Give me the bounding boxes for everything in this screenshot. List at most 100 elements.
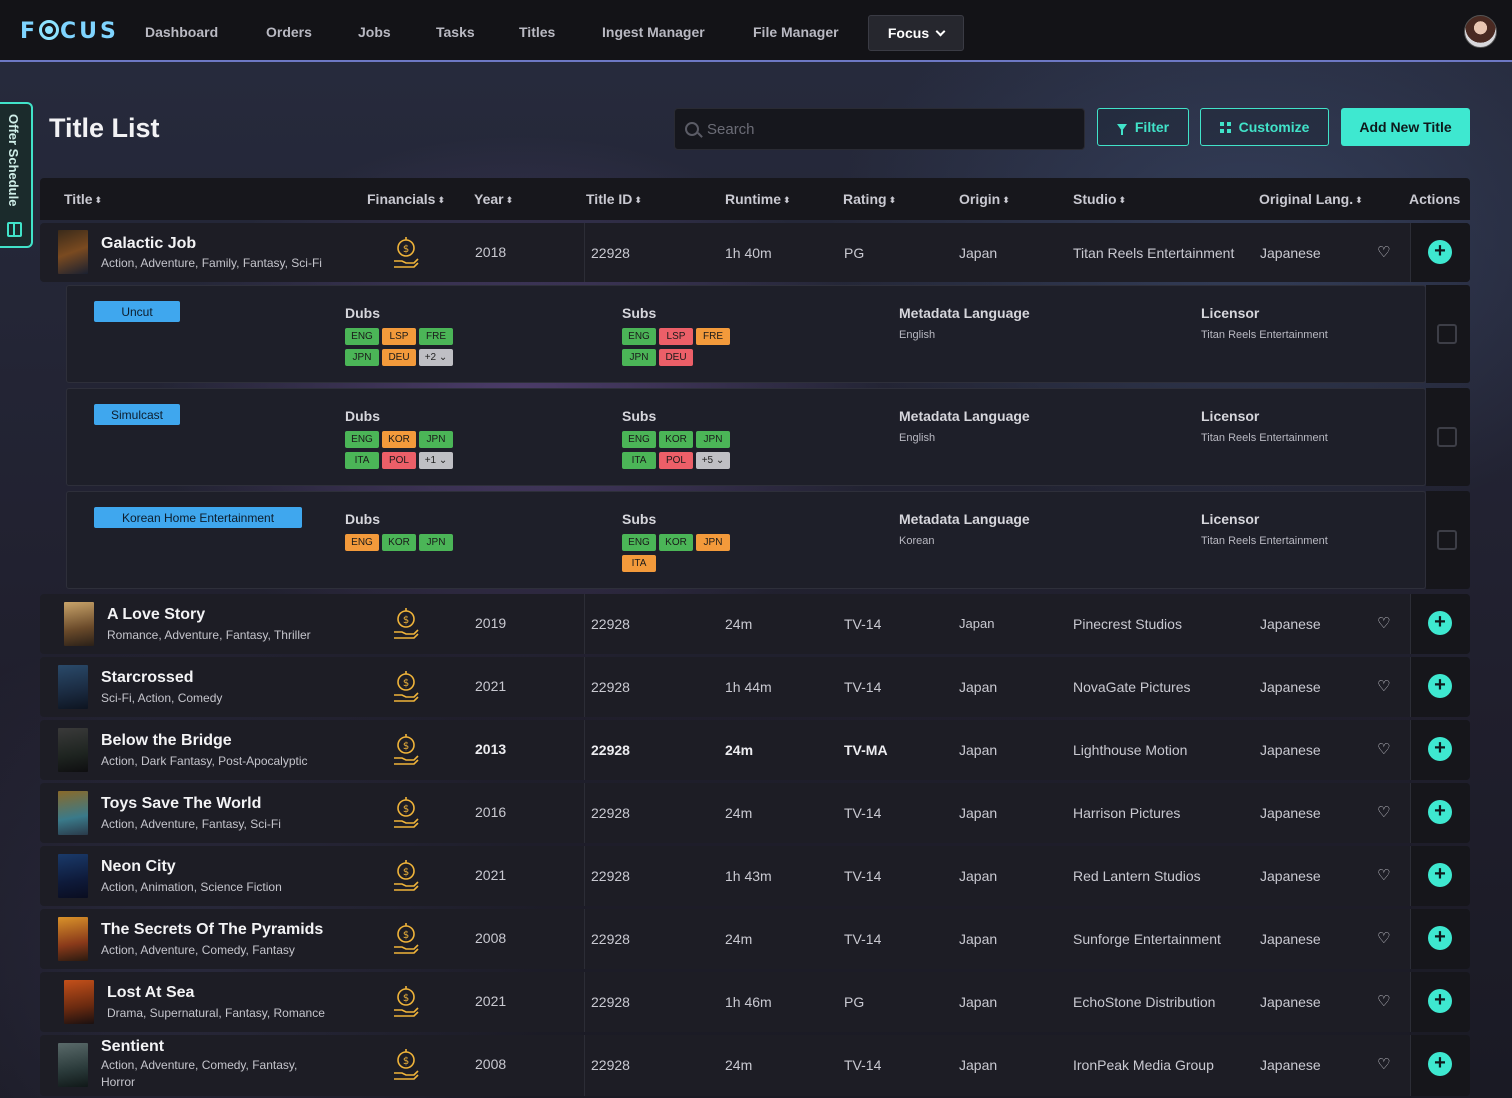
add-icon[interactable]: + (1428, 926, 1452, 950)
add-new-title-button[interactable]: Add New Title (1341, 108, 1470, 146)
offer-badge[interactable]: Korean Home Entertainment (94, 507, 302, 528)
financials-icon[interactable]: $ (392, 797, 420, 829)
add-icon[interactable]: + (1428, 240, 1452, 264)
financials-icon[interactable]: $ (392, 1049, 420, 1081)
lang-chip[interactable]: +1 ⌄ (419, 452, 453, 469)
row-title[interactable]: Galactic Job (101, 235, 197, 252)
nav-ingest-manager[interactable]: Ingest Manager (602, 24, 705, 40)
lang-chip: ENG (345, 431, 379, 448)
user-avatar[interactable] (1464, 15, 1497, 48)
table-row-expanded[interactable]: Galactic Job Action, Adventure, Family, … (40, 223, 1470, 282)
lang-chip: ITA (622, 555, 656, 572)
filter-button[interactable]: Filter (1097, 108, 1189, 146)
col-financials[interactable]: Financials ⬍ (367, 191, 446, 207)
nav-jobs[interactable]: Jobs (358, 24, 391, 40)
heart-icon[interactable]: ♡ (1377, 804, 1391, 821)
row-origin: Japan (959, 616, 995, 631)
row-runtime: 1h 44m (725, 679, 772, 695)
lang-chip[interactable]: +2 ⌄ (419, 349, 453, 366)
financials-icon[interactable]: $ (392, 671, 420, 703)
table-row[interactable]: The Secrets Of The Pyramids Action, Adve… (40, 909, 1470, 969)
table-row[interactable]: Sentient Action, Adventure, Comedy, Fant… (40, 1035, 1470, 1096)
offer-badge[interactable]: Uncut (94, 301, 180, 322)
heart-icon[interactable]: ♡ (1377, 244, 1391, 261)
heart-icon[interactable]: ♡ (1377, 993, 1391, 1010)
row-title[interactable]: A Love Story (107, 606, 206, 623)
table-row[interactable]: Starcrossed Sci-Fi, Action, Comedy $ 202… (40, 657, 1470, 717)
heart-icon[interactable]: ♡ (1377, 1056, 1391, 1073)
financials-icon[interactable]: $ (392, 237, 420, 269)
focus-logo[interactable]: F CUS (20, 19, 119, 44)
column-divider (584, 594, 585, 654)
financials-icon[interactable]: $ (392, 734, 420, 766)
add-icon[interactable]: + (1428, 989, 1452, 1013)
heart-icon[interactable]: ♡ (1377, 678, 1391, 695)
table-row[interactable]: Neon City Action, Animation, Science Fic… (40, 846, 1470, 906)
financials-icon[interactable]: $ (392, 923, 420, 955)
col-original-lang[interactable]: Original Lang. ⬍ (1259, 191, 1363, 207)
add-icon[interactable]: + (1428, 1052, 1452, 1076)
financials-icon[interactable]: $ (392, 860, 420, 892)
heart-icon[interactable]: ♡ (1377, 741, 1391, 758)
row-year: 2021 (475, 678, 507, 694)
offer-schedule-tab[interactable]: Offer Schedule (0, 102, 33, 248)
row-title[interactable]: Lost At Sea (107, 984, 195, 1001)
customize-label: Customize (1238, 119, 1310, 135)
row-rating: TV-14 (844, 931, 882, 947)
row-title[interactable]: Neon City (101, 858, 176, 875)
lang-chip: JPN (696, 534, 730, 551)
note-icon[interactable] (1437, 530, 1457, 550)
row-studio: Red Lantern Studios (1073, 868, 1201, 884)
row-title[interactable]: Toys Save The World (101, 795, 262, 812)
add-icon[interactable]: + (1428, 800, 1452, 824)
heart-icon[interactable]: ♡ (1377, 930, 1391, 947)
nav-file-manager[interactable]: File Manager (753, 24, 839, 40)
nav-titles[interactable]: Titles (519, 24, 556, 40)
search-input[interactable]: Search (674, 108, 1085, 150)
nav-focus-dropdown[interactable]: Focus (868, 15, 964, 51)
poster-image (58, 728, 88, 772)
financials-icon[interactable]: $ (392, 608, 420, 640)
note-icon[interactable] (1437, 324, 1457, 344)
note-icon[interactable] (1437, 427, 1457, 447)
poster-image (58, 917, 88, 961)
row-title-id: 22928 (591, 679, 630, 695)
offer-badge[interactable]: Simulcast (94, 404, 180, 425)
add-icon[interactable]: + (1428, 863, 1452, 887)
heart-icon[interactable]: ♡ (1377, 867, 1391, 884)
heart-icon[interactable]: ♡ (1377, 615, 1391, 632)
row-title-id: 22928 (591, 616, 630, 632)
grid-icon (1219, 121, 1231, 133)
sort-icon: ⬍ (1118, 195, 1127, 205)
add-icon[interactable]: + (1428, 737, 1452, 761)
col-rating[interactable]: Rating ⬍ (843, 191, 897, 207)
table-row[interactable]: Lost At Sea Drama, Supernatural, Fantasy… (40, 972, 1470, 1032)
col-title-id[interactable]: Title ID ⬍ (586, 191, 642, 207)
col-title[interactable]: Title ⬍ (64, 191, 103, 207)
col-origin[interactable]: Origin ⬍ (959, 191, 1010, 207)
svg-text:$: $ (403, 615, 409, 626)
poster-image (64, 602, 94, 646)
row-studio: Titan Reels Entertainment (1073, 245, 1235, 261)
row-title[interactable]: Below the Bridge (101, 732, 232, 749)
customize-button[interactable]: Customize (1200, 108, 1329, 146)
add-icon[interactable]: + (1428, 611, 1452, 635)
financials-icon[interactable]: $ (392, 986, 420, 1018)
row-rating: PG (844, 245, 865, 261)
nav-tasks[interactable]: Tasks (436, 24, 475, 40)
row-title[interactable]: Starcrossed (101, 669, 194, 686)
table-row[interactable]: A Love Story Romance, Adventure, Fantasy… (40, 594, 1470, 654)
lang-chip[interactable]: +5 ⌄ (696, 452, 730, 469)
nav-orders[interactable]: Orders (266, 24, 312, 40)
col-studio[interactable]: Studio ⬍ (1073, 191, 1127, 207)
row-rating: TV-14 (844, 805, 882, 821)
row-title-id: 22928 (591, 931, 630, 947)
add-icon[interactable]: + (1428, 674, 1452, 698)
table-row[interactable]: Toys Save The World Action, Adventure, F… (40, 783, 1470, 843)
col-runtime[interactable]: Runtime ⬍ (725, 191, 791, 207)
col-year[interactable]: Year ⬍ (474, 191, 514, 207)
nav-dashboard[interactable]: Dashboard (145, 24, 219, 40)
table-row[interactable]: Below the Bridge Action, Dark Fantasy, P… (40, 720, 1470, 780)
row-title[interactable]: The Secrets Of The Pyramids (101, 921, 324, 938)
row-title[interactable]: Sentient (101, 1038, 165, 1055)
